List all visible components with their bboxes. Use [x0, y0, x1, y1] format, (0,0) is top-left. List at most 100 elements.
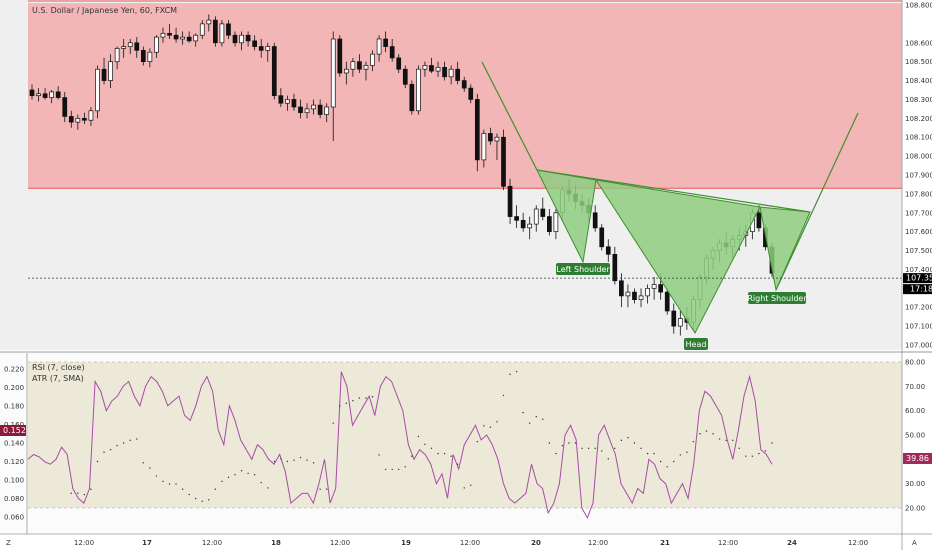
left-shoulder-label-bg [556, 263, 610, 275]
candle [219, 23, 225, 44]
atr-dot [195, 497, 197, 500]
time-axis[interactable]: 12:00 17 12:00 18 12:00 19 12:00 20 12:00 21 12:00… [74, 539, 868, 547]
atr-dot [627, 437, 629, 439]
atr-dot [443, 452, 446, 455]
atr-dot [673, 460, 675, 463]
projection-line [775, 112, 859, 291]
atr-dot [692, 440, 695, 443]
right-shoulder-label-bg [748, 292, 806, 304]
atr-dot [155, 475, 158, 477]
atr-dot [208, 499, 210, 501]
atr-dot [594, 447, 596, 449]
atr-dot [365, 397, 367, 399]
candle [416, 68, 421, 112]
atr-dot [725, 439, 727, 442]
candle [442, 66, 447, 78]
corner-right-label[interactable]: A [912, 539, 917, 547]
atr-dot [456, 463, 459, 465]
atr-tick-label: 0.200 [4, 384, 24, 392]
candle [95, 68, 100, 112]
candle [337, 38, 343, 74]
candle [29, 89, 35, 97]
candle [330, 38, 336, 108]
price-tick-label: 107.700 [905, 209, 932, 217]
atr-axis[interactable]: 0.2200.2000.1800.1600.1400.1200.1000.080… [4, 366, 24, 522]
price-tick-label: 107.000 [905, 342, 932, 350]
head-label: Head [684, 338, 708, 350]
price-tick-label: 107.800 [905, 190, 932, 198]
atr-legend: ATR (7, SMA) [32, 374, 84, 383]
atr-dot [129, 439, 131, 442]
candle [304, 108, 310, 114]
atr-dot [77, 492, 79, 494]
candle [448, 68, 454, 78]
time-tick-label: 12:00 [718, 539, 738, 547]
candle [592, 212, 598, 229]
candle [140, 49, 146, 63]
candle [658, 284, 664, 293]
candle [383, 38, 388, 47]
atr-dot [607, 458, 609, 460]
atr-dot [738, 447, 740, 449]
candle [62, 97, 68, 117]
candle [599, 227, 605, 248]
atr-dot [515, 370, 518, 373]
price-tick-label: 108.200 [905, 115, 932, 123]
candle [350, 61, 356, 70]
atr-dot [758, 452, 760, 455]
atr-tick-label: 0.180 [4, 403, 24, 411]
candle [36, 93, 41, 97]
atr-dot [745, 455, 747, 457]
atr-dot [325, 488, 328, 490]
candle [632, 291, 637, 301]
candle [605, 246, 611, 255]
atr-dot [312, 462, 315, 464]
prior-trend-line [481, 61, 538, 171]
atr-dot [555, 452, 557, 455]
candle [389, 46, 395, 59]
atr-dot [371, 396, 374, 398]
atr-dot [142, 462, 145, 464]
candle [677, 318, 683, 327]
corner-left-label[interactable]: Z [6, 539, 11, 547]
time-tick-label: 12:00 [330, 539, 350, 547]
time-tick-label: 12:00 [848, 539, 868, 547]
candle [213, 19, 218, 44]
atr-value-tag: 0.152 [0, 425, 26, 436]
atr-dot [319, 488, 321, 490]
atr-dot [574, 442, 577, 444]
atr-dot [122, 442, 125, 444]
atr-dot [751, 455, 754, 457]
candle [55, 91, 61, 98]
atr-dot [496, 421, 498, 423]
atr-dot [175, 483, 177, 485]
price-tick-label: 108.500 [905, 58, 932, 66]
candle [193, 34, 199, 42]
atr-dot [581, 447, 583, 449]
candle [540, 208, 546, 217]
price-tick-label: 108.100 [905, 134, 932, 142]
candle [271, 46, 277, 97]
head-triangle [594, 179, 761, 334]
atr-dot [332, 422, 334, 424]
rsi-value-tag-text: 39.86 [906, 454, 929, 463]
atr-dot [646, 452, 649, 455]
candle [160, 32, 166, 38]
atr-dot [96, 460, 99, 463]
candle [173, 34, 179, 40]
atr-tick-label: 0.100 [4, 477, 24, 485]
rsi-value-tag-bg [903, 453, 932, 464]
atr-dot [339, 405, 341, 407]
time-tick-label: 12:00 [202, 539, 222, 547]
atr-dot [561, 444, 564, 447]
price-tick-label: 108.000 [905, 153, 932, 161]
atr-value-tag-bg [0, 425, 26, 436]
price-tick-label: 108.800 [905, 2, 932, 10]
price-axis[interactable]: 108.800 108.600 108.500 108.400 108.300 108.2… [905, 2, 932, 350]
atr-dot [201, 500, 203, 502]
candle [317, 104, 323, 115]
atr-dot [293, 459, 295, 461]
atr-tick-label: 0.080 [4, 495, 24, 503]
